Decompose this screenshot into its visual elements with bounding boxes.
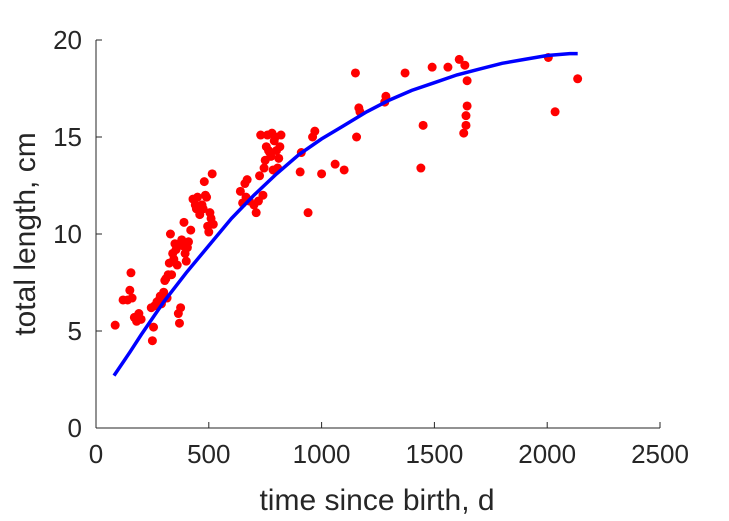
data-point xyxy=(193,192,203,202)
data-point xyxy=(275,142,285,152)
data-point xyxy=(352,132,362,142)
data-point xyxy=(256,130,266,140)
data-point xyxy=(454,54,464,64)
y-ticks: 0 5 10 15 20 xyxy=(53,25,102,443)
fit-curve xyxy=(112,51,578,377)
data-point xyxy=(208,219,218,229)
data-point xyxy=(198,204,208,214)
data-point xyxy=(276,130,286,140)
data-point xyxy=(165,229,175,239)
data-point xyxy=(427,62,437,72)
data-point xyxy=(443,62,453,72)
data-point xyxy=(460,60,470,70)
data-point xyxy=(330,159,340,169)
data-point xyxy=(462,76,472,86)
data-point xyxy=(204,227,214,237)
x-axis-label: time since birth, d xyxy=(259,484,494,517)
data-point xyxy=(147,336,157,346)
y-tick-label: 10 xyxy=(53,219,82,249)
data-point xyxy=(174,318,184,328)
data-point xyxy=(310,126,320,136)
data-point xyxy=(149,322,159,332)
data-point xyxy=(242,175,252,185)
data-point xyxy=(462,101,472,111)
data-point xyxy=(461,120,471,130)
data-point xyxy=(207,169,217,179)
data-point xyxy=(235,186,245,196)
x-tick-label: 1500 xyxy=(405,439,463,469)
data-point xyxy=(259,163,269,173)
data-point xyxy=(181,256,191,266)
data-point xyxy=(381,91,391,101)
x-tick-label: 2000 xyxy=(518,439,576,469)
data-point xyxy=(136,314,146,324)
data-point xyxy=(251,208,261,218)
data-point xyxy=(125,285,135,295)
data-point xyxy=(183,237,193,247)
data-point xyxy=(167,270,177,280)
y-tick-label: 0 xyxy=(68,413,82,443)
data-point xyxy=(317,169,327,179)
data-point xyxy=(461,111,471,121)
x-ticks: 0 500 1000 1500 2000 2500 xyxy=(89,422,689,469)
data-point xyxy=(127,293,137,303)
data-point xyxy=(295,167,305,177)
data-point xyxy=(126,268,136,278)
x-tick-label: 1000 xyxy=(293,439,351,469)
data-point xyxy=(274,153,284,163)
data-point xyxy=(573,74,583,84)
data-point xyxy=(199,177,209,187)
y-axis-label: total length, cm xyxy=(9,132,42,335)
data-point xyxy=(550,107,560,117)
data-point xyxy=(266,151,276,161)
data-point xyxy=(186,225,196,235)
data-points xyxy=(110,52,583,346)
data-point xyxy=(350,68,360,78)
data-point xyxy=(459,128,469,138)
data-point xyxy=(171,245,181,255)
y-tick-label: 15 xyxy=(53,122,82,152)
data-point xyxy=(339,165,349,175)
data-point xyxy=(202,192,212,202)
data-point xyxy=(110,320,120,330)
data-point xyxy=(176,303,186,313)
data-point xyxy=(172,260,182,270)
y-tick-label: 5 xyxy=(68,316,82,346)
data-point xyxy=(400,68,410,78)
data-point xyxy=(255,171,265,181)
data-point xyxy=(416,163,426,173)
x-tick-label: 0 xyxy=(89,439,103,469)
data-point xyxy=(303,208,313,218)
x-tick-label: 2500 xyxy=(631,439,689,469)
x-tick-label: 500 xyxy=(187,439,230,469)
data-point xyxy=(418,120,428,130)
data-point xyxy=(179,217,189,227)
y-tick-label: 20 xyxy=(53,25,82,55)
data-point xyxy=(258,190,268,200)
axes xyxy=(95,40,660,429)
